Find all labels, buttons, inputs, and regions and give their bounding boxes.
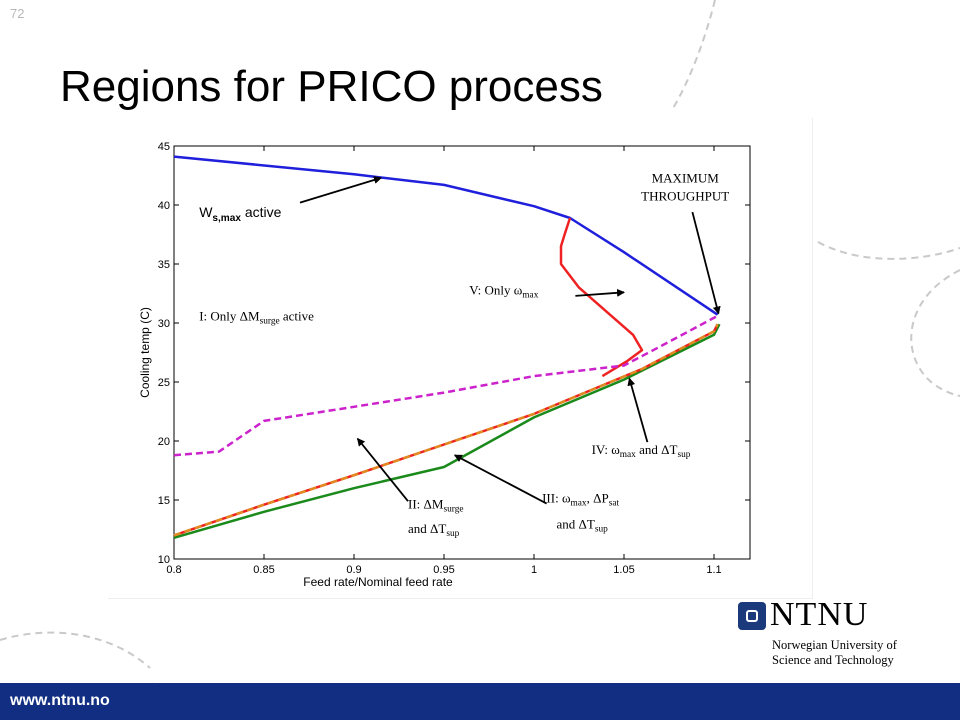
logo-name: NTNU	[770, 596, 869, 633]
annotation-region-iii-2: and ΔTsup	[557, 516, 609, 534]
y-tick-label: 30	[158, 318, 170, 330]
y-tick-label: 35	[158, 259, 170, 271]
y-axis-label: Cooling temp (C)	[138, 307, 152, 398]
x-tick-label: 0.85	[253, 564, 274, 576]
slide-title: Regions for PRICO process	[60, 62, 603, 111]
annotation-region-ii: II: ΔMsurge	[408, 496, 464, 514]
line-chart: 0.8 0.85 0.9 0.95 1 1.05 1.1 10 15 20 25 30 35 40 45 Fe…	[138, 141, 751, 589]
annotation-arrow-region-iii	[453, 454, 548, 505]
annotation-arrow-w-smax	[299, 176, 382, 204]
x-tick-label: 0.9	[346, 564, 361, 576]
x-tick-label: 0.8	[166, 564, 181, 576]
logo-subtitle: Norwegian University of Science and Tech…	[772, 638, 897, 668]
series-line-3	[173, 314, 719, 457]
annotation-arrow-region-ii	[356, 437, 409, 502]
ntnu-logo-mark-icon	[738, 602, 766, 630]
annotation-arrow-region-v	[575, 288, 625, 297]
series-line-1	[173, 155, 719, 316]
series-line-4	[173, 323, 721, 540]
x-tick-label: 1.05	[613, 564, 634, 576]
annotation-region-ii-2: and ΔTsup	[408, 521, 460, 539]
ntnu-logo: NTNU Norwegian University of Science and…	[738, 596, 938, 670]
logo-subtitle-line-2: Science and Technology	[772, 653, 894, 667]
annotation-arrow-region-iv	[627, 377, 649, 443]
annotation-max-throughput-2: THROUGHPUT	[641, 188, 729, 203]
annotation-region-i: I: Only ΔMsurge active	[199, 309, 314, 327]
y-tick-label: 10	[158, 554, 170, 566]
footer-url-link[interactable]: www.ntnu.no	[10, 692, 110, 709]
annotation-region-v: V: Only ωmax	[469, 283, 539, 301]
y-tick-label: 40	[158, 200, 170, 212]
x-tick-label: 1	[531, 564, 537, 576]
series-line-2	[559, 217, 644, 378]
annotation-region-iii: III: ωmax, ΔPsat	[542, 490, 619, 508]
y-tick-label: 45	[158, 141, 170, 153]
y-tick-label: 20	[158, 436, 170, 448]
plot-area	[173, 145, 751, 560]
logo-subtitle-line-1: Norwegian University of	[772, 638, 897, 652]
slide-number: 72	[10, 6, 25, 21]
x-axis-label: Feed rate/Nominal feed rate	[303, 575, 453, 589]
footer-bar: www.ntnu.no	[0, 683, 960, 720]
series-line-6	[173, 323, 719, 537]
y-tick-label: 25	[158, 377, 170, 389]
x-tick-label: 1.1	[706, 564, 721, 576]
annotation-region-iv: IV: ωmax and ΔTsup	[592, 442, 691, 460]
annotation-arrow-max-throughput-2	[691, 211, 721, 315]
annotation-w-smax: Ws,max active	[199, 204, 281, 224]
x-tick-label: 0.95	[433, 564, 454, 576]
y-tick-label: 15	[158, 495, 170, 507]
annotation-max-throughput: MAXIMUM	[652, 171, 720, 186]
